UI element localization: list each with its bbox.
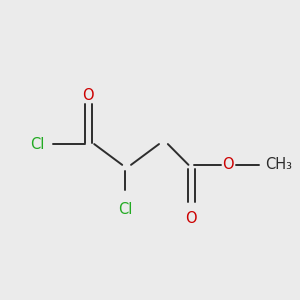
Text: Cl: Cl: [118, 202, 132, 217]
Text: O: O: [222, 158, 234, 172]
Text: O: O: [82, 88, 94, 103]
Text: O: O: [186, 211, 197, 226]
Text: CH₃: CH₃: [265, 158, 292, 172]
Text: Cl: Cl: [30, 136, 44, 152]
